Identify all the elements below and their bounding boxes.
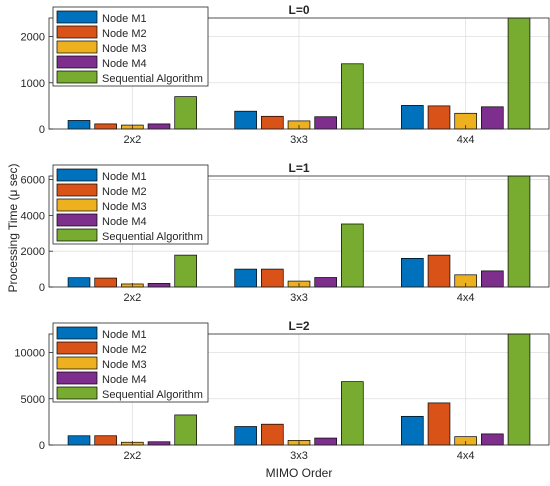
legend-label: Sequential Algorithm [102, 231, 203, 243]
bar [314, 277, 337, 288]
bar [147, 441, 171, 446]
legend-swatch [56, 168, 98, 182]
y-tick-label: 5000 [21, 394, 45, 406]
bar [481, 270, 504, 288]
y-axis-label: Processing Time (μ sec) [6, 164, 20, 293]
legend-label: Node M4 [102, 374, 147, 386]
bar [401, 105, 424, 130]
legend-swatch [56, 10, 98, 24]
bar [67, 435, 91, 446]
x-tick-label: 3x3 [290, 134, 308, 146]
x-tick-label: 2x2 [123, 292, 141, 304]
legend-swatch [56, 341, 98, 355]
legend-swatch [56, 55, 98, 69]
legend-label: Sequential Algorithm [102, 389, 203, 401]
legend-label: Node M4 [102, 216, 147, 228]
x-axis-label: MIMO Order [266, 466, 333, 480]
bar [481, 106, 504, 130]
bar [94, 435, 117, 446]
legend-swatch [56, 70, 98, 84]
bar [401, 258, 424, 288]
chart-title: L=0 [288, 3, 309, 17]
legend-swatch [56, 371, 98, 385]
legend-label: Sequential Algorithm [102, 73, 203, 85]
legend-label: Node M3 [102, 201, 147, 213]
bar [261, 115, 284, 130]
bar [234, 268, 257, 288]
bar [174, 254, 197, 288]
legend-label: Node M3 [102, 43, 147, 55]
bar [427, 105, 451, 130]
legend: Node M1 Node M2 Node M3 Node M4 Sequential A… [52, 164, 209, 245]
x-tick-label: 4x4 [457, 450, 475, 462]
bar [67, 120, 91, 130]
y-tick-label: 2000 [21, 32, 45, 44]
legend-label: Node M1 [102, 329, 147, 341]
legend-swatch [56, 213, 98, 227]
bar [507, 175, 531, 288]
legend-swatch [56, 183, 98, 197]
bar [174, 96, 197, 130]
x-tick-label: 3x3 [290, 450, 308, 462]
legend-label: Node M1 [102, 171, 147, 183]
bar [234, 110, 257, 130]
legend-label: Node M3 [102, 359, 147, 371]
legend-swatch [56, 40, 98, 54]
bar [67, 277, 91, 288]
bar [261, 268, 284, 288]
legend-label: Node M2 [102, 28, 147, 40]
legend-label: Node M2 [102, 344, 147, 356]
legend-swatch [56, 326, 98, 340]
bar [94, 277, 117, 288]
bar [401, 415, 424, 446]
legend-swatch [56, 25, 98, 39]
bar [261, 423, 284, 446]
legend-label: Node M1 [102, 13, 147, 25]
y-tick-label: 6000 [21, 175, 45, 187]
y-tick-label: 1000 [21, 78, 45, 90]
legend-label: Node M4 [102, 58, 147, 70]
legend: Node M1 Node M2 Node M3 Node M4 Sequential A… [52, 322, 209, 403]
legend-swatch [56, 198, 98, 212]
legend-swatch [56, 228, 98, 242]
legend: Node M1 Node M2 Node M3 Node M4 Sequential A… [52, 6, 209, 87]
legend-swatch [56, 386, 98, 400]
bar [234, 426, 257, 446]
bar [314, 437, 337, 446]
bar [427, 254, 451, 288]
bar [174, 414, 197, 446]
x-tick-label: 2x2 [123, 134, 141, 146]
chart-title: L=2 [288, 319, 309, 333]
bar [341, 223, 364, 288]
bar [94, 123, 117, 130]
bar [147, 283, 171, 288]
bar [341, 63, 364, 130]
bar [481, 433, 504, 446]
legend-label: Node M2 [102, 186, 147, 198]
x-tick-label: 4x4 [457, 134, 475, 146]
y-tick-label: 0 [39, 282, 45, 294]
y-tick-label: 0 [39, 440, 45, 452]
bar [427, 402, 451, 446]
y-tick-label: 4000 [21, 210, 45, 222]
x-tick-label: 3x3 [290, 292, 308, 304]
chart-title: L=1 [288, 161, 309, 175]
bar [507, 333, 531, 446]
x-tick-label: 4x4 [457, 292, 475, 304]
y-tick-label: 0 [39, 124, 45, 136]
legend-swatch [56, 356, 98, 370]
bar [314, 116, 337, 130]
y-tick-label: 10000 [14, 348, 45, 360]
bar [147, 123, 171, 130]
y-tick-label: 2000 [21, 246, 45, 258]
x-tick-label: 2x2 [123, 450, 141, 462]
bar [341, 381, 364, 446]
bar [507, 17, 531, 130]
